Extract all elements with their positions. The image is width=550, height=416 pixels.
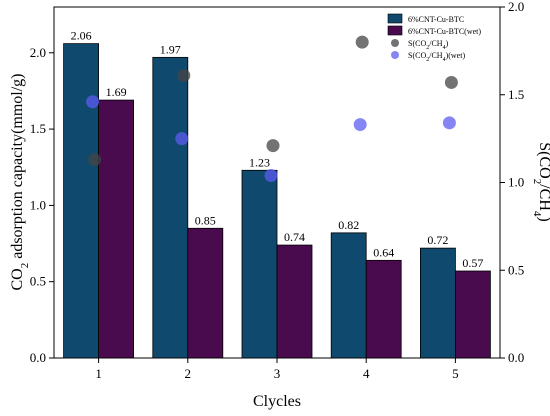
bar-dry: [330, 232, 367, 359]
bar-wet: [187, 227, 224, 359]
legend: 6%CNT-Cu-BTC 6%CNT-Cu-BTC(wet) S(CO2/CH4)S…: [387, 13, 481, 63]
bar-value-label: 1.23: [249, 155, 270, 169]
legend-marker: [391, 39, 399, 47]
y-axis-title-right: S(CO2/CH4): [531, 142, 550, 221]
selectivity-point: [444, 75, 458, 89]
bar-value-label: 0.57: [462, 256, 483, 270]
bar-dry: [63, 43, 99, 359]
selectivity-wet-point: [264, 168, 278, 182]
legend-swatch: [387, 13, 403, 24]
selectivity-wet-point: [86, 95, 100, 109]
bar-value-label: 0.64: [373, 245, 394, 259]
x-axis-title: Clycles: [253, 393, 301, 410]
selectivity-point: [266, 139, 280, 153]
x-tick-label: 1: [95, 366, 102, 381]
y-tick-label-left: 0.0: [30, 350, 46, 365]
y-tick-label-left: 1.5: [30, 121, 46, 136]
selectivity-wet-point: [175, 132, 189, 146]
bar-value-label: 0.82: [338, 218, 359, 232]
bar-value-label: 0.74: [284, 230, 305, 244]
x-axis: 1 2 3 4 5: [95, 358, 459, 381]
selectivity-point: [355, 35, 369, 49]
data-labels: 2.06 1.69 1.97 0.85 1.23 0.74 0.82 0.64 0.72 0.57: [71, 29, 484, 270]
y-axis-left: 0.0 0.5 1.0 1.5 2.0: [30, 45, 54, 365]
bar-value-label: 1.69: [106, 85, 127, 99]
y-axis-right: 0.0 0.5 1.0 1.5 2.0: [500, 0, 524, 365]
bar-dry: [419, 247, 456, 359]
y-tick-label-right: 0.5: [508, 262, 524, 277]
legend-label: S(CO2/CH4)(wet): [408, 51, 465, 63]
bar-wet: [98, 99, 134, 359]
bars: [63, 43, 491, 359]
x-tick-label: 3: [274, 366, 281, 381]
legend-marker: [391, 51, 399, 59]
selectivity-point: [177, 68, 191, 82]
y-tick-label-right: 1.0: [508, 175, 524, 190]
y-tick-label-left: 1.0: [30, 197, 46, 212]
selectivity-wet-point: [353, 118, 367, 132]
bar-value-label: 1.97: [160, 42, 181, 56]
y-tick-label-right: 2.0: [508, 0, 524, 14]
bar-value-label: 0.85: [195, 213, 216, 227]
bar-dry: [152, 56, 189, 359]
bar-wet: [276, 244, 313, 359]
selectivity-point: [88, 153, 102, 167]
legend-label: 6%CNT-Cu-BTC: [408, 15, 464, 24]
scatter-points: [86, 35, 458, 182]
bar-value-label: 0.72: [427, 233, 448, 247]
legend-swatch: [387, 25, 403, 36]
x-tick-label: 4: [363, 366, 370, 381]
y-tick-label-left: 0.5: [30, 274, 46, 289]
y-axis-title-left: CO2 adsorption capacity(mmol/g): [9, 73, 31, 290]
y-tick-label-right: 1.5: [508, 87, 524, 102]
bar-wet: [365, 259, 402, 359]
bar-dry: [241, 169, 278, 359]
y-tick-label-left: 2.0: [30, 45, 46, 60]
bar-value-label: 2.06: [71, 29, 92, 43]
x-tick-label: 2: [185, 366, 192, 381]
y-tick-label-right: 0.0: [508, 350, 524, 365]
bar-wet: [454, 270, 491, 359]
selectivity-wet-point: [442, 116, 456, 130]
legend-label: S(CO2/CH4): [408, 39, 449, 51]
legend-label: 6%CNT-Cu-BTC(wet): [408, 27, 481, 36]
x-tick-label: 5: [452, 366, 459, 381]
